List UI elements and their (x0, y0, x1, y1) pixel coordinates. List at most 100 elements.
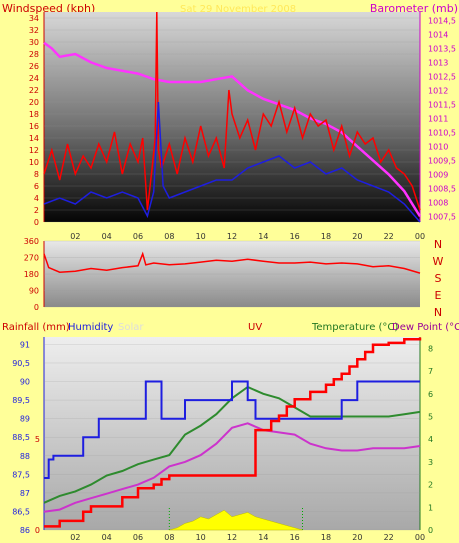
y-tick-label: 5 (428, 412, 433, 421)
y-tick-label: 4 (428, 435, 433, 444)
y-tick-label: 89 (20, 415, 30, 424)
y-tick-label: 26 (29, 62, 39, 71)
y-tick-label: 1014,5 (428, 16, 456, 25)
x-tick-label: 14 (258, 232, 268, 241)
y-tick-label: 1008,5 (428, 184, 456, 193)
dewpoint-axis-title: Dew Point (°C (392, 322, 459, 333)
wind-direction-line (43, 251, 421, 274)
y-tick-label: 6 (34, 182, 39, 191)
y-tick-label: 34 (29, 14, 39, 23)
rainfall-y-ticks: 05 (35, 435, 40, 535)
y-tick-label: 8 (428, 344, 433, 353)
x-tick-label: 04 (102, 232, 112, 241)
y-tick-label: 88 (20, 452, 30, 461)
barometer-axis-title: Barometer (mb) (370, 2, 458, 15)
compass-label: W (433, 255, 444, 268)
x-tick-label: 16 (290, 533, 300, 542)
y-tick-label: 20 (29, 98, 39, 107)
date-header: Sat 29 November 2008 (180, 4, 296, 15)
y-tick-label: 90 (20, 378, 30, 387)
y-tick-label: 0 (34, 218, 39, 227)
wind-gridlines (44, 17, 420, 223)
solar-axis-title: Solar (118, 322, 144, 333)
x-tick-label: 06 (133, 533, 143, 542)
x-tick-label: 18 (321, 232, 331, 241)
y-tick-label: 89,5 (12, 396, 30, 405)
compass-label: S (435, 272, 442, 285)
y-tick-label: 1 (428, 503, 433, 512)
x-tick-label: 00 (415, 533, 425, 542)
y-tick-label: 5 (35, 435, 40, 444)
y-tick-label: 0 (35, 526, 40, 535)
y-tick-label: 90,5 (12, 359, 30, 368)
y-tick-label: 87,5 (12, 470, 30, 479)
wind-x-ticks: 02 04 06 08 10 12 14 16 18 20 22 00 (70, 232, 425, 241)
x-tick-label: 10 (196, 232, 206, 241)
humidity-line (44, 380, 420, 479)
x-tick-label: 08 (164, 533, 174, 542)
y-tick-label: 30 (29, 38, 39, 47)
barometer-y-ticks: 1007,5 1008 1008,5 1009 1009,5 1010 1010,5 1011… (428, 16, 456, 221)
wind-gust-line (43, 11, 421, 211)
y-tick-label: 24 (29, 74, 39, 83)
compass-label: N (434, 238, 442, 251)
y-tick-label: 0 (34, 303, 39, 312)
y-tick-label: 8 (34, 170, 39, 179)
uv-axis-title: UV (248, 322, 262, 333)
x-tick-label: 22 (384, 533, 394, 542)
y-tick-label: 90 (29, 287, 39, 296)
wind-barometer-chart: Windspeed (kph) Sat 29 November 2008 Bar… (2, 2, 458, 241)
x-tick-label: 20 (352, 533, 362, 542)
solar-area (169, 509, 303, 531)
y-tick-label: 28 (29, 50, 39, 59)
y-tick-label: 1010 (428, 142, 448, 151)
y-tick-label: 22 (29, 86, 39, 95)
rain-humidity-temp-chart: Rainfall (mm) Humidity Solar UV Temperat… (2, 322, 459, 542)
y-tick-label: 1011,5 (428, 100, 456, 109)
y-tick-label: 6 (428, 390, 433, 399)
y-tick-label: 1009 (428, 170, 448, 179)
humidity-axis-title: Humidity (68, 322, 113, 333)
wind-axis-title: Windspeed (kph) (2, 2, 95, 15)
rainfall-axis-title: Rainfall (mm) (2, 322, 70, 333)
x-tick-label: 20 (352, 232, 362, 241)
y-tick-label: 87 (20, 489, 30, 498)
x-tick-label: 04 (102, 533, 112, 542)
x-tick-label: 00 (415, 232, 425, 241)
compass-label: N (434, 306, 442, 319)
y-tick-label: 1013,5 (428, 44, 456, 53)
rain-plot-area (44, 337, 420, 530)
x-tick-label: 12 (227, 533, 237, 542)
y-tick-label: 1009,5 (428, 156, 456, 165)
y-tick-label: 32 (29, 26, 39, 35)
barometer-line (43, 41, 422, 218)
y-tick-label: 1014 (428, 30, 448, 39)
wind-plot-area (44, 12, 420, 222)
y-tick-label: 88,5 (12, 433, 30, 442)
y-tick-label: 4 (34, 194, 39, 203)
y-tick-label: 86 (20, 526, 30, 535)
x-tick-label: 08 (164, 232, 174, 241)
y-tick-label: 1010,5 (428, 128, 456, 137)
x-tick-label: 18 (321, 533, 331, 542)
rain-x-ticks: 02 04 06 08 10 12 14 16 18 20 22 00 (70, 533, 425, 542)
humidity-y-ticks: 86 86,5 87 87,5 88 88,5 89 89,5 90 90,5 91 (12, 340, 30, 535)
dewpoint-line (43, 422, 421, 513)
y-tick-label: 14 (29, 134, 39, 143)
y-tick-label: 180 (24, 270, 39, 279)
temperature-axis-title: Temperature (°C) (311, 322, 398, 333)
y-tick-label: 0 (428, 526, 433, 535)
y-tick-label: 2 (34, 206, 39, 215)
y-tick-label: 1012,5 (428, 72, 456, 81)
x-tick-label: 02 (70, 533, 80, 542)
direction-gridlines (44, 240, 420, 308)
wind-average-line (43, 101, 421, 223)
x-tick-label: 16 (290, 232, 300, 241)
compass-label: E (435, 289, 442, 302)
temperature-y-ticks: 0 1 2 3 4 5 6 7 8 (428, 344, 433, 535)
y-tick-label: 360 (24, 237, 39, 246)
